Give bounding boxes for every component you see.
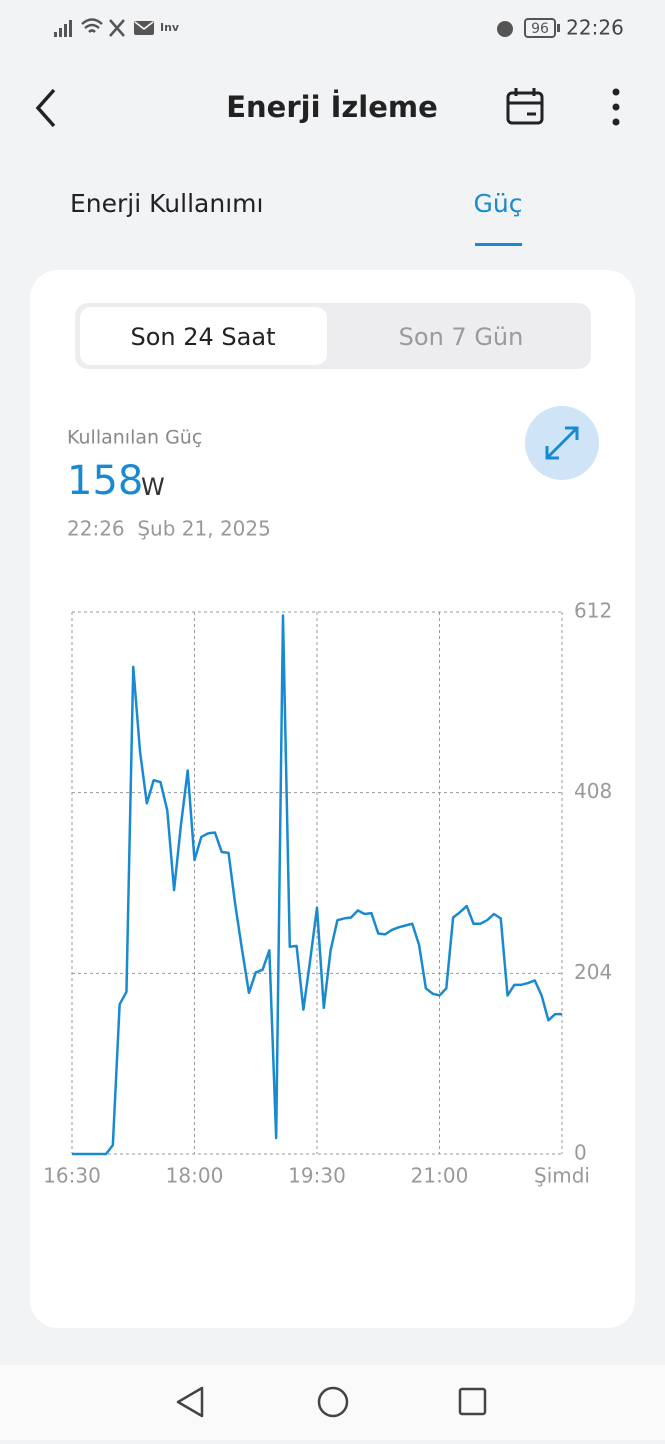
x-tick-label: 21:00 xyxy=(411,1164,469,1188)
expand-button[interactable] xyxy=(525,406,599,480)
nav-back[interactable] xyxy=(176,1386,204,1418)
calendar-button[interactable] xyxy=(506,88,544,125)
tab[interactable]: Enerji Kullanımı xyxy=(70,189,263,218)
reading-label: Kullanılan Güç xyxy=(67,427,202,449)
segment-active[interactable] xyxy=(80,307,327,365)
x-tick-label: 18:00 xyxy=(166,1164,224,1188)
notification-label: Inv xyxy=(160,21,180,34)
y-tick-label: 0 xyxy=(574,1141,587,1165)
nav-recents[interactable] xyxy=(458,1387,487,1416)
battery-level: 96 xyxy=(531,21,549,37)
y-tick-label: 408 xyxy=(574,779,612,803)
status-time: 22:26 xyxy=(566,16,624,40)
chart: 0 204 408 612 16:30 18:00 19:30 21:00 Şimdi xyxy=(43,599,612,1188)
segment-label[interactable]: Son 7 Gün xyxy=(399,323,524,351)
segment-label[interactable]: Son 24 Saat xyxy=(131,323,276,351)
line xyxy=(72,614,562,1156)
page-title: Enerji İzleme xyxy=(226,90,438,124)
nav-bar xyxy=(0,1365,665,1440)
x-tick-label: 19:30 xyxy=(288,1164,346,1188)
card xyxy=(30,270,635,1328)
tab-indicator xyxy=(475,243,522,246)
x-tick-label: 16:30 xyxy=(43,1164,101,1188)
y-tick-label: 612 xyxy=(574,599,612,623)
reading-unit: W xyxy=(141,473,165,501)
menu-button[interactable] xyxy=(612,88,620,126)
back-button[interactable] xyxy=(35,88,56,128)
tab-active[interactable]: Güç xyxy=(474,189,523,218)
y-tick-label: 204 xyxy=(574,960,612,984)
nav-home[interactable] xyxy=(317,1386,349,1418)
reading-value: 158 xyxy=(67,458,143,504)
reading-timestamp: 22:26 Şub 21, 2025 xyxy=(67,517,271,541)
status-icons xyxy=(54,18,560,38)
x-tick-label: Şimdi xyxy=(534,1164,590,1188)
